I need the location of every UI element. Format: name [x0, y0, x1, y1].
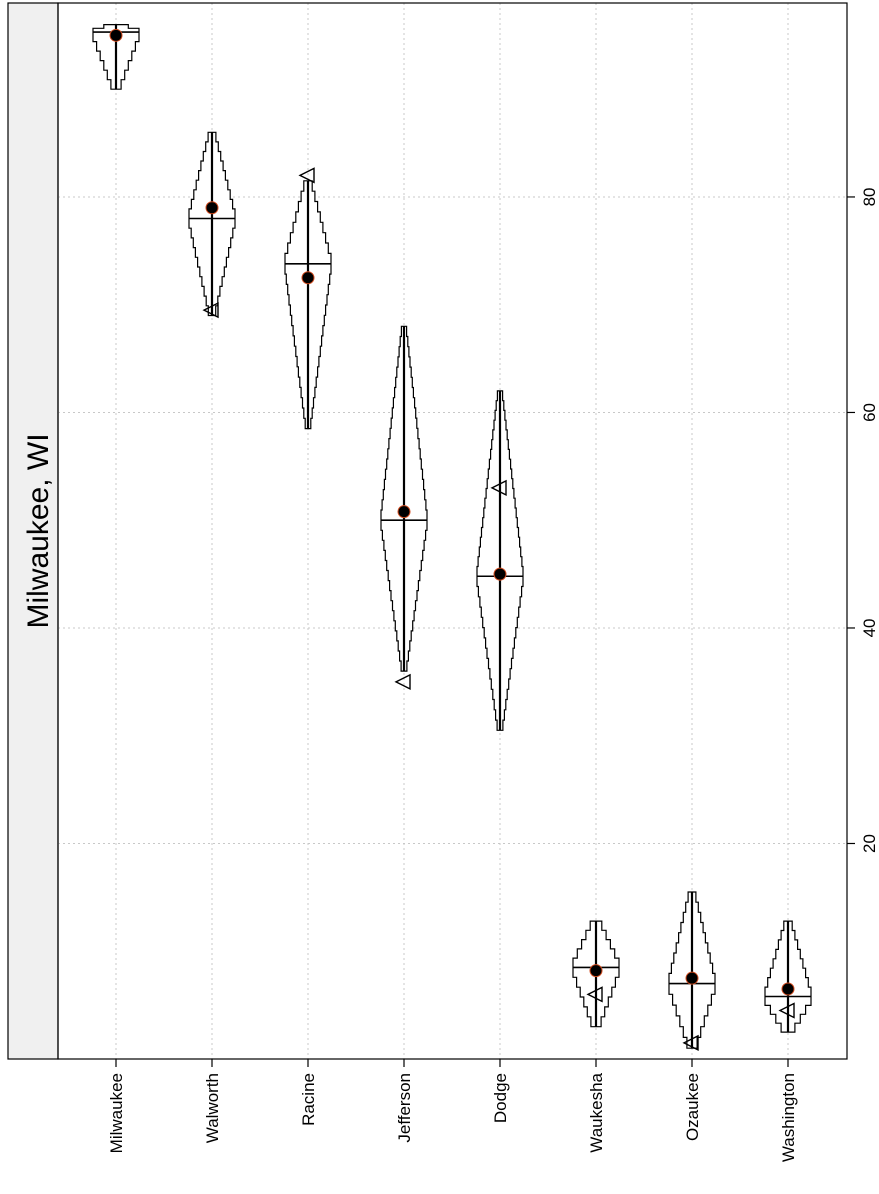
- category-label-washington: Washington: [779, 1073, 798, 1162]
- category-label-ozaukee: Ozaukee: [683, 1073, 702, 1141]
- reference-marker: [490, 479, 507, 497]
- panel-title: Milwaukee, WI: [22, 433, 55, 628]
- panel-strip: [7, 2, 59, 1060]
- mean-point: [398, 506, 410, 518]
- category-label-walworth: Walworth: [203, 1073, 222, 1143]
- value-tick-label: 40: [860, 619, 879, 638]
- reference-marker: [202, 301, 219, 319]
- glyph-washington: [764, 920, 812, 1033]
- reference-marker: [682, 1034, 699, 1051]
- reference-marker: [778, 1002, 795, 1019]
- category-axis: Milwaukee Walworth Racine Jefferson Dodge Wau…: [107, 1059, 798, 1162]
- mean-point: [110, 29, 122, 41]
- grid: [58, 3, 847, 1059]
- value-axis: 20 40 60 80: [847, 187, 879, 853]
- mean-point: [686, 972, 698, 984]
- glyph-racine: [284, 167, 332, 430]
- glyph-jefferson: [380, 325, 428, 690]
- plot-frame: [57, 2, 848, 1060]
- glyph-milwaukee: [92, 24, 140, 90]
- category-label-waukesha: Waukesha: [587, 1072, 606, 1152]
- value-tick-label: 20: [860, 834, 879, 853]
- mean-point: [494, 568, 506, 580]
- glyph-waukesha: [572, 920, 620, 1028]
- glyph-dodge: [476, 390, 524, 731]
- mean-point: [206, 202, 218, 214]
- category-label-dodge: Dodge: [491, 1073, 510, 1123]
- reference-marker: [394, 673, 411, 690]
- category-label-milwaukee: Milwaukee: [107, 1073, 126, 1153]
- mean-point: [590, 965, 602, 977]
- glyph-ozaukee: [668, 891, 716, 1051]
- value-tick-label: 80: [860, 187, 879, 206]
- value-tick-label: 60: [860, 403, 879, 422]
- category-label-jefferson: Jefferson: [395, 1073, 414, 1143]
- reference-marker: [298, 167, 315, 184]
- reference-marker: [586, 986, 603, 1003]
- mean-point: [302, 272, 314, 284]
- mean-point: [782, 983, 794, 995]
- glyph-walworth: [188, 131, 236, 319]
- glyphs: [92, 24, 812, 1051]
- category-label-racine: Racine: [299, 1073, 318, 1126]
